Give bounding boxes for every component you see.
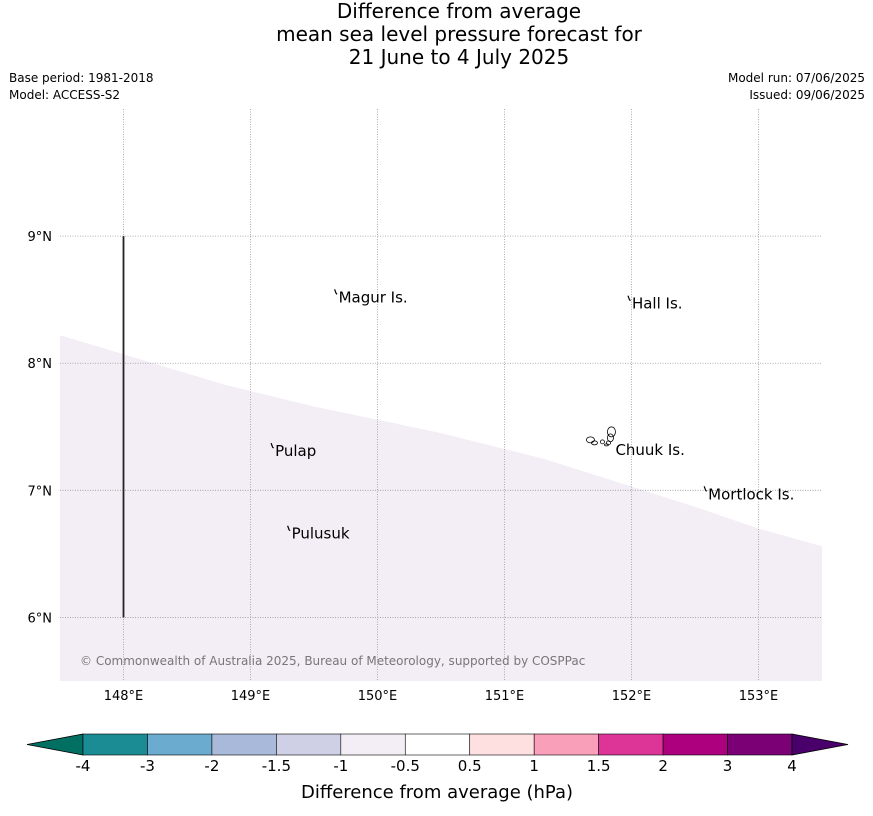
lon-tick-label: 150°E xyxy=(358,689,398,704)
model-run-text: Model run: 07/06/2025 xyxy=(727,71,865,85)
colorbar-segment xyxy=(82,733,148,756)
colorbar-segment xyxy=(469,733,535,756)
map-area: 148°E 149°E 150°E 151°E 152°E 153°E 9°N 8°N 7°N 6… xyxy=(28,109,822,704)
title-line-1: Difference from average xyxy=(336,0,582,23)
base-period-text: Base period: 1981-2018 xyxy=(9,71,154,85)
island-outline xyxy=(607,426,616,438)
lon-tick-label: 152°E xyxy=(612,689,652,704)
colorbar-segment xyxy=(211,733,277,756)
place-label: Chuuk Is. xyxy=(615,441,684,459)
meta-left: Base period: 1981-2018 Model: ACCESS-S2 xyxy=(9,70,154,104)
colorbar-segment xyxy=(598,733,664,756)
lat-tick-label: 6°N xyxy=(28,611,53,626)
anomaly-shaded-region xyxy=(60,335,822,681)
lon-tick-label: 153°E xyxy=(739,689,779,704)
colorbar-segment xyxy=(340,733,406,756)
colorbar-label: Difference from average (hPa) xyxy=(301,782,573,803)
colorbar-segment xyxy=(276,733,342,756)
lat-tick-label: 8°N xyxy=(28,357,53,372)
colorbar-extend-low xyxy=(26,733,84,756)
colorbar-tick-label: -1.5 xyxy=(262,757,291,775)
island-outline xyxy=(600,439,605,445)
place-label: Mortlock Is. xyxy=(708,485,794,503)
colorbar-segment xyxy=(662,733,728,756)
island-marker xyxy=(703,486,708,492)
map-title: Difference from average mean sea level p… xyxy=(0,0,873,69)
lat-tick-label: 7°N xyxy=(28,484,53,499)
colorbar-tick-label: 2 xyxy=(658,757,668,775)
lon-tick-label: 149°E xyxy=(231,689,271,704)
colorbar-tick-label: 0.5 xyxy=(458,757,482,775)
island-outline xyxy=(586,436,595,444)
colorbar-tick-label: 1.5 xyxy=(587,757,611,775)
title-line-2: mean sea level pressure forecast for xyxy=(276,22,642,46)
colorbar-tick-label: 1 xyxy=(529,757,539,775)
model-text: Model: ACCESS-S2 xyxy=(9,88,121,102)
colorbar-segment xyxy=(147,733,213,756)
colorbar-tick-label: -3 xyxy=(140,757,155,775)
island-marker xyxy=(287,525,291,532)
lat-tick-label: 9°N xyxy=(28,230,53,245)
colorbar-segment xyxy=(533,733,599,756)
island-outline xyxy=(606,440,611,446)
meta-right: Model run: 07/06/2025 Issued: 09/06/2025 xyxy=(728,70,865,104)
place-label: Pulap xyxy=(275,442,316,460)
colorbar-segment xyxy=(404,733,471,756)
colorbar-tick-label: -1 xyxy=(333,757,348,775)
island-outline xyxy=(591,440,598,446)
place-label: Pulusuk xyxy=(292,525,350,543)
colorbar-tick-label: 3 xyxy=(723,757,733,775)
colorbar-tick-label: -4 xyxy=(76,757,91,775)
colorbar: -4 -3 -2 -1.5 -1 -0.5 0.5 1 1.5 2 3 4 xyxy=(26,733,849,775)
colorbar-extend-high xyxy=(791,733,849,756)
chuuk-islands-marker xyxy=(586,426,616,447)
island-marker xyxy=(270,442,275,449)
copyright-text: © Commonwealth of Australia 2025, Bureau… xyxy=(80,654,585,668)
colorbar-tick-label: -2 xyxy=(204,757,219,775)
colorbar-tick-label: -0.5 xyxy=(391,757,420,775)
issued-text: Issued: 09/06/2025 xyxy=(749,88,865,102)
title-line-3: 21 June to 4 July 2025 xyxy=(348,45,570,69)
place-label: Magur Is. xyxy=(339,288,408,306)
place-label: Hall Is. xyxy=(632,295,683,313)
colorbar-segment xyxy=(727,733,793,756)
colorbar-tick-label: 4 xyxy=(787,757,797,775)
island-marker xyxy=(334,289,338,295)
island-marker xyxy=(627,295,631,302)
lon-tick-label: 148°E xyxy=(104,689,144,704)
lon-tick-label: 151°E xyxy=(485,689,525,704)
